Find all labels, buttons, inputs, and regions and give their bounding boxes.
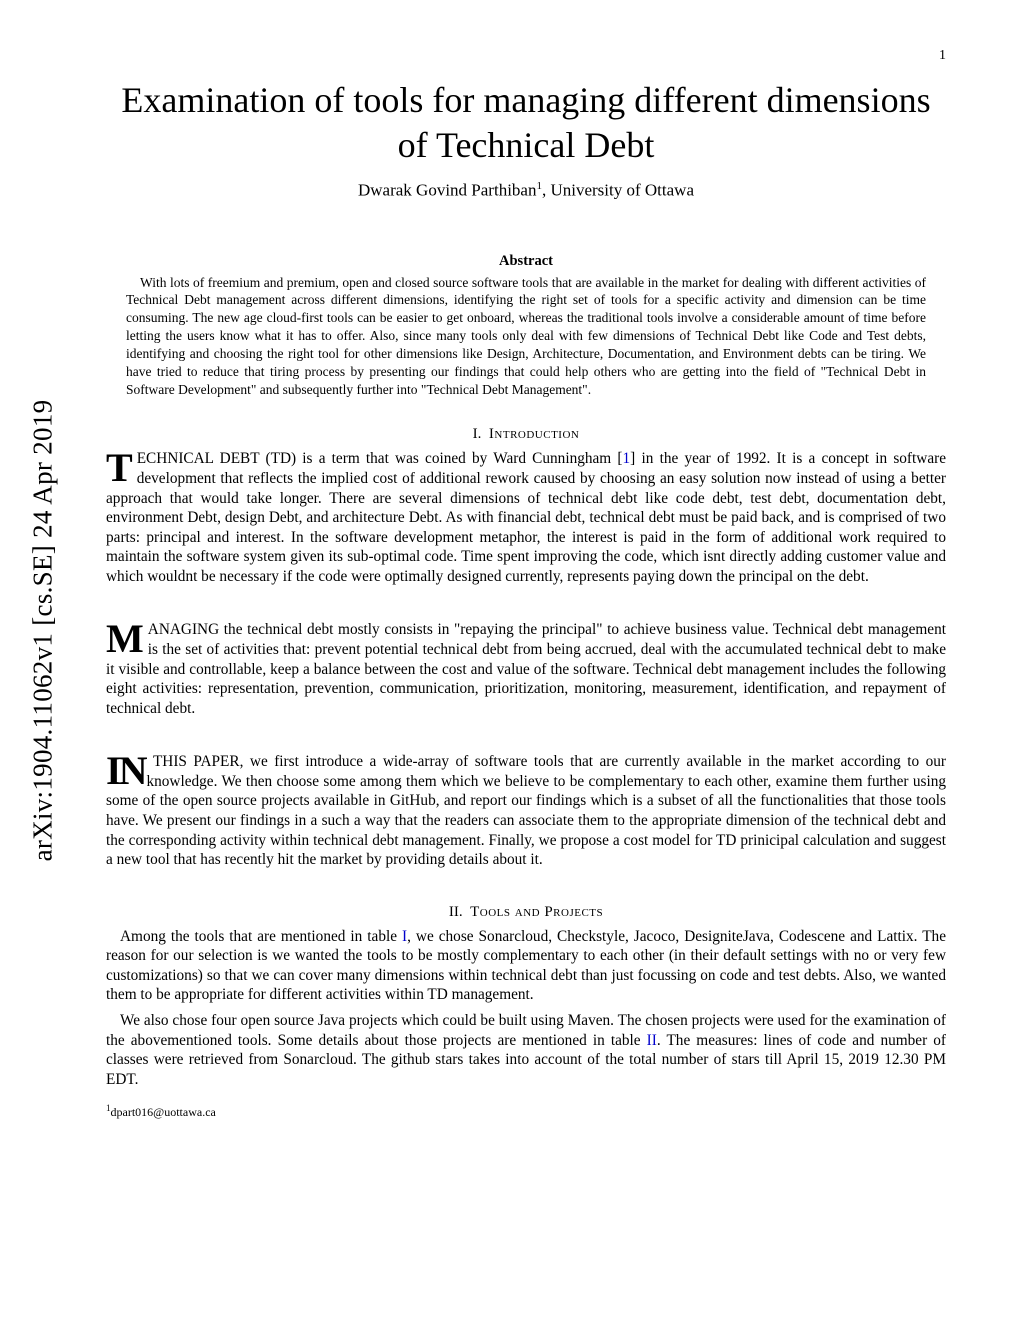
footnote-text: dpart016@uottawa.ca bbox=[111, 1105, 216, 1119]
para1-text-b: ] in the year of 1992. It is a concept i… bbox=[106, 450, 946, 584]
author-affiliation: , University of Ottawa bbox=[542, 181, 694, 200]
section-2-heading: II. Tools and Projects bbox=[106, 904, 946, 921]
abstract-body: With lots of freemium and premium, open … bbox=[106, 274, 946, 399]
tools-para-2: We also chose four open source Java proj… bbox=[106, 1011, 946, 1089]
footnote: 1dpart016@uottawa.ca bbox=[106, 1103, 946, 1120]
dropcap-in: IN bbox=[106, 752, 146, 788]
table-ref-2[interactable]: II bbox=[647, 1032, 657, 1049]
paper-title: Examination of tools for managing differ… bbox=[106, 78, 946, 168]
section-2-num: II. bbox=[449, 904, 463, 920]
abstract-heading: Abstract bbox=[106, 253, 946, 270]
para1-text-a: ECHNICAL DEBT (TD) is a term that was co… bbox=[137, 450, 623, 467]
dropcap-m: M bbox=[106, 620, 148, 656]
author-name: Dwarak Govind Parthiban bbox=[358, 181, 536, 200]
arxiv-watermark: arXiv:1904.11062v1 [cs.SE] 24 Apr 2019 bbox=[28, 310, 58, 950]
para2-text: ANAGING the technical debt mostly consis… bbox=[106, 621, 946, 716]
section-2-title: Tools and Projects bbox=[470, 904, 603, 920]
intro-para-3: IN THIS PAPER, we first introduce a wide… bbox=[106, 752, 946, 869]
section-1-title: Introduction bbox=[489, 426, 579, 442]
section-1-heading: I. Introduction bbox=[106, 426, 946, 443]
para4-text-a: Among the tools that are mentioned in ta… bbox=[120, 928, 402, 945]
abstract-text: With lots of freemium and premium, open … bbox=[126, 275, 926, 397]
dropcap-t: T bbox=[106, 449, 137, 485]
arxiv-id: arXiv:1904.11062v1 [cs.SE] 24 Apr 2019 bbox=[28, 399, 59, 861]
author-line: Dwarak Govind Parthiban1, University of … bbox=[106, 180, 946, 201]
para3-text: THIS PAPER, we first introduce a wide-ar… bbox=[106, 753, 946, 868]
section-1-num: I. bbox=[473, 426, 482, 442]
page-number: 1 bbox=[939, 48, 946, 64]
intro-para-2: MANAGING the technical debt mostly consi… bbox=[106, 620, 946, 718]
intro-para-1: TECHNICAL DEBT (TD) is a term that was c… bbox=[106, 449, 946, 586]
page-content: Examination of tools for managing differ… bbox=[106, 78, 946, 1120]
tools-para-1: Among the tools that are mentioned in ta… bbox=[106, 927, 946, 1005]
